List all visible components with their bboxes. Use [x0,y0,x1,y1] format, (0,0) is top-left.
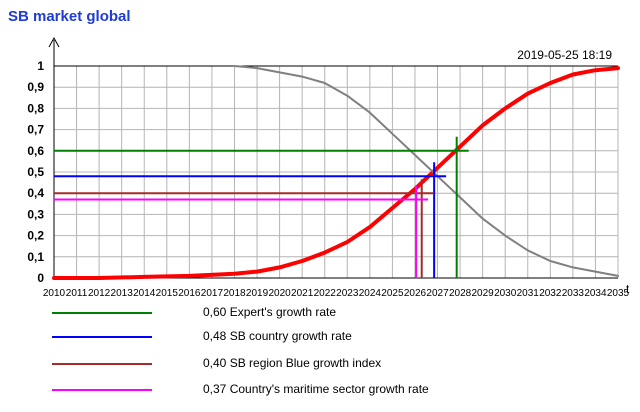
x-tick-label: 2022 [314,288,337,299]
y-tick-label: 0,2 [27,229,44,243]
x-tick-label: 2033 [562,288,585,299]
x-tick-label: 2031 [517,288,540,299]
y-tick-label: 0,8 [27,101,44,115]
y-tick-labels: 0 0,1 0,2 0,3 0,4 0,5 0,6 0,7 0,8 0,9 1 [27,59,44,285]
x-tick-label: 2019 [246,288,269,299]
x-tick-label: 2024 [359,288,382,299]
x-tick-label: 2018 [223,288,246,299]
legend-item: 0,37 Country's maritime sector growth ra… [0,380,640,400]
markers-group [54,136,469,278]
y-tick-label: 0,4 [27,186,44,200]
x-tick-label: 2012 [88,288,111,299]
axes [48,36,618,279]
x-tick-label: 2016 [178,288,201,299]
timestamp: 2019-05-25 18:19 [517,48,612,62]
x-tick-label: 2030 [494,288,517,299]
x-tick-label: 2023 [336,288,359,299]
x-tick-label: 2026 [404,288,427,299]
legend-label: 0,48 SB country growth rate [203,329,352,343]
x-tick-label: 2011 [66,288,88,299]
legend-item: 0,60 Expert's growth rate [0,303,640,323]
x-tick-label: 2027 [426,288,449,299]
x-tick-label: 2028 [449,288,472,299]
x-tick-label: 2021 [291,288,314,299]
grid [53,65,619,279]
y-tick-label: 0,9 [27,80,44,94]
x-tick-labels: 2010 2011 2012 2013 2014 2015 2016 2017 2018 2019… [43,288,630,299]
legend-label: 0,40 SB region Blue growth index [203,356,382,370]
chart-title: SB market global [8,8,131,25]
y-tick-label: 0,3 [27,207,44,221]
x-tick-label: 2032 [539,288,562,299]
y-tick-label: 0,6 [27,144,44,158]
x-tick-label: 2025 [381,288,404,299]
series-group [52,65,620,280]
y-tick-label: 0,1 [27,250,44,264]
y-axis-arrow [48,36,60,48]
x-tick-label: 2015 [156,288,179,299]
x-tick-label: 2017 [201,288,224,299]
legend-label: 0,37 Country's maritime sector growth ra… [203,382,429,396]
legend-item: 0,48 SB country growth rate [0,327,640,347]
legend-swatch [52,363,152,365]
x-tick-label: 2029 [472,288,495,299]
series-line-1 [52,66,620,280]
y-tick-label: 1 [37,59,44,73]
legend-label: 0,60 Expert's growth rate [203,305,337,319]
series-line-2 [233,65,619,277]
x-tick-label: 2013 [111,288,134,299]
legend-swatch [52,336,152,338]
legend-item: 0,40 SB region Blue growth index [0,354,640,374]
x-tick-label: 2020 [268,288,291,299]
y-tick-label: 0,7 [27,123,44,137]
legend-swatch [52,312,152,314]
x-tick-label: 2035 [607,288,630,299]
x-tick-label: 2014 [133,288,156,299]
x-axis-label: t [626,282,630,296]
x-tick-label: 2034 [584,288,607,299]
y-tick-label: 0 [37,271,44,285]
x-tick-label: 2010 [43,288,66,299]
y-tick-label: 0,5 [27,165,44,179]
legend-swatch [52,389,152,391]
